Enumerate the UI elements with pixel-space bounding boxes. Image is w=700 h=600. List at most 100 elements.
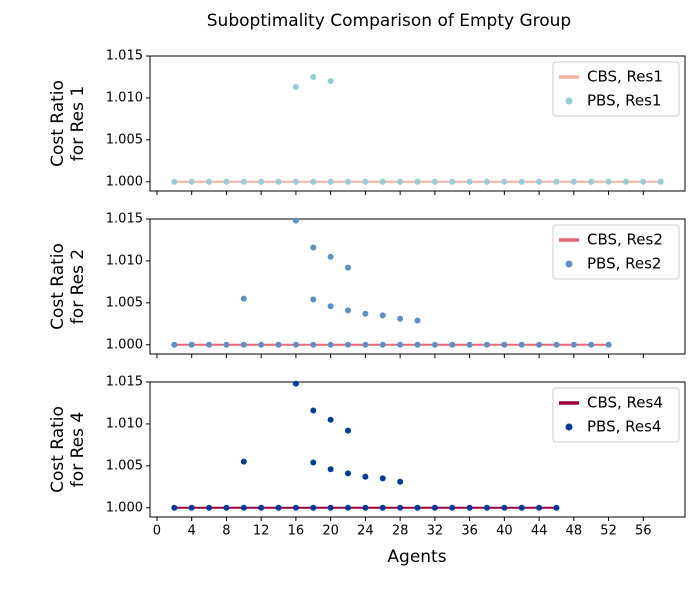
x-tick-label: 24 <box>357 524 374 539</box>
point <box>622 178 629 185</box>
plot-area <box>149 55 686 192</box>
point <box>536 504 543 511</box>
point <box>483 341 490 348</box>
x-tick-label: 4 <box>188 524 196 539</box>
point <box>345 470 352 477</box>
y-tick-label: 1.015 <box>106 49 143 64</box>
point <box>206 341 213 348</box>
point <box>310 407 317 414</box>
legend-box <box>552 61 680 117</box>
point <box>345 427 352 434</box>
y-tick-label: 1.010 <box>106 90 143 105</box>
point <box>397 341 404 348</box>
point <box>605 341 612 348</box>
point <box>171 178 178 185</box>
y-axis-label: Cost Ratiofor Res 2 <box>48 243 88 330</box>
x-tick-label: 20 <box>322 524 339 539</box>
point <box>327 416 334 423</box>
x-tick-label: 28 <box>392 524 409 539</box>
point <box>292 178 299 185</box>
point <box>466 504 473 511</box>
point <box>431 504 438 511</box>
point <box>258 178 265 185</box>
point <box>466 341 473 348</box>
point <box>188 178 195 185</box>
legend-swatch <box>565 423 573 431</box>
y-axis-label-line: Cost Ratio <box>48 80 68 167</box>
point <box>414 178 421 185</box>
y-tick-label: 1.005 <box>106 132 143 147</box>
point <box>501 504 508 511</box>
y-axis-label-line: for Res 4 <box>68 412 88 487</box>
point <box>275 504 282 511</box>
point <box>657 178 664 185</box>
point <box>379 341 386 348</box>
y-axis-label-line: Cost Ratio <box>48 243 68 330</box>
y-axis-label-line: for Res 1 <box>68 86 88 161</box>
point <box>588 341 595 348</box>
point <box>292 217 299 224</box>
point <box>431 341 438 348</box>
point <box>310 504 317 511</box>
legend-label: PBS, Res1 <box>587 92 661 110</box>
x-tick-label: 40 <box>496 524 513 539</box>
point <box>414 341 421 348</box>
x-tick-label: 48 <box>566 524 583 539</box>
point <box>466 178 473 185</box>
legend-swatch <box>565 260 573 268</box>
point <box>292 341 299 348</box>
point <box>345 178 352 185</box>
point <box>553 504 560 511</box>
point <box>379 178 386 185</box>
y-axis-label-line: Cost Ratio <box>48 406 68 493</box>
y-tick-label: 1.000 <box>106 174 143 189</box>
x-tick-label: 16 <box>288 524 305 539</box>
point <box>536 178 543 185</box>
x-tick-label: 12 <box>253 524 270 539</box>
point <box>275 178 282 185</box>
point <box>240 341 247 348</box>
x-tick-label: 36 <box>461 524 478 539</box>
point <box>240 178 247 185</box>
point <box>431 178 438 185</box>
point <box>345 307 352 314</box>
point <box>362 473 369 480</box>
point <box>310 178 317 185</box>
point <box>345 504 352 511</box>
point <box>292 504 299 511</box>
point <box>362 310 369 317</box>
legend-label: CBS, Res2 <box>587 231 663 249</box>
y-tick-label: 1.000 <box>106 500 143 515</box>
point <box>397 478 404 485</box>
point <box>310 296 317 303</box>
point <box>223 504 230 511</box>
point <box>449 178 456 185</box>
point <box>258 504 265 511</box>
y-tick-label: 1.005 <box>106 295 143 310</box>
point <box>362 504 369 511</box>
point <box>483 504 490 511</box>
point <box>501 178 508 185</box>
point <box>449 504 456 511</box>
point <box>362 341 369 348</box>
point <box>414 504 421 511</box>
point <box>449 341 456 348</box>
point <box>327 253 334 260</box>
point <box>327 504 334 511</box>
point <box>397 178 404 185</box>
point <box>379 475 386 482</box>
x-tick-label: 32 <box>427 524 444 539</box>
y-axis-label-line: for Res 2 <box>68 249 88 324</box>
point <box>171 341 178 348</box>
point <box>553 178 560 185</box>
point <box>414 317 421 324</box>
point <box>397 315 404 322</box>
point <box>640 178 647 185</box>
y-axis-label: Cost Ratiofor Res 4 <box>48 406 88 493</box>
x-tick-label: 0 <box>153 524 161 539</box>
point <box>379 312 386 319</box>
point <box>518 504 525 511</box>
point <box>518 341 525 348</box>
point <box>397 504 404 511</box>
point <box>188 341 195 348</box>
